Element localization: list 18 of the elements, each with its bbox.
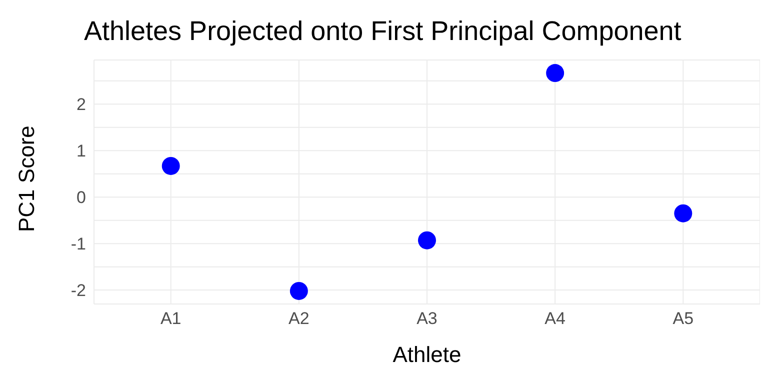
point [290,282,308,300]
x-tick-label: A1 [160,309,182,328]
chart-title: Athletes Projected onto First Principal Component [84,16,682,47]
point [546,64,564,82]
y-tick-label: 0 [76,188,86,208]
y-tick-label: -2 [70,281,86,300]
point [674,204,692,222]
y-tick-label: 1 [76,142,86,161]
y-tick-label: 2 [76,95,86,114]
x-tick-label: A4 [544,309,566,328]
y-axis-title: PC1 Score [14,126,39,232]
x-tick-label: A5 [672,309,694,328]
point [418,231,436,250]
x-tick-label: A3 [416,309,438,328]
x-axis-title: Athlete [392,342,462,367]
y-tick-label: -1 [70,234,86,254]
point [162,156,180,175]
x-tick-label: A2 [288,309,310,328]
